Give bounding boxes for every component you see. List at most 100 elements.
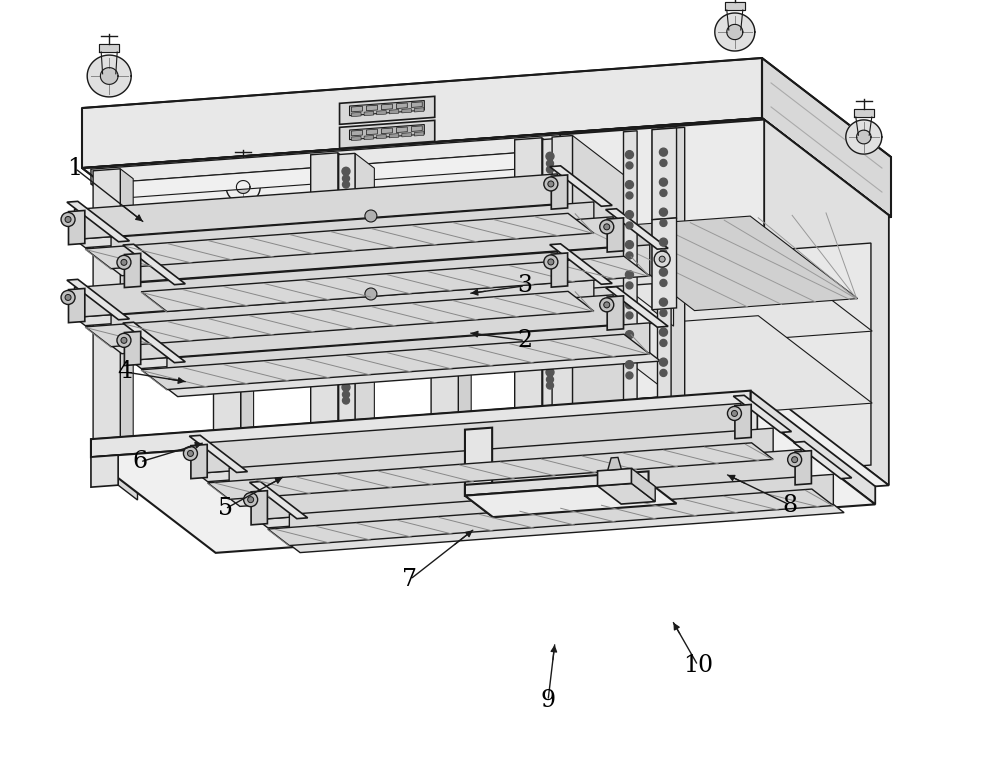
Circle shape (546, 166, 553, 173)
Polygon shape (74, 204, 568, 247)
Polygon shape (515, 408, 555, 420)
Polygon shape (208, 443, 773, 500)
Circle shape (342, 168, 350, 175)
Circle shape (546, 328, 553, 335)
Circle shape (546, 322, 553, 329)
Circle shape (626, 162, 633, 169)
Polygon shape (130, 247, 624, 290)
Polygon shape (111, 202, 594, 268)
Polygon shape (91, 409, 875, 553)
Circle shape (342, 208, 349, 215)
Polygon shape (733, 395, 791, 432)
Circle shape (544, 177, 558, 191)
Polygon shape (352, 106, 362, 112)
Polygon shape (289, 504, 844, 553)
Polygon shape (396, 103, 407, 109)
Text: 6: 6 (132, 450, 148, 474)
Polygon shape (857, 130, 871, 144)
Circle shape (546, 233, 554, 241)
Circle shape (659, 268, 667, 276)
Polygon shape (111, 232, 605, 276)
Polygon shape (550, 244, 612, 284)
Polygon shape (364, 111, 374, 116)
Polygon shape (74, 174, 557, 240)
Polygon shape (543, 139, 559, 410)
Circle shape (342, 289, 349, 296)
Circle shape (546, 220, 553, 227)
Polygon shape (311, 153, 338, 425)
Circle shape (625, 361, 633, 369)
Circle shape (342, 343, 349, 350)
Circle shape (342, 202, 349, 209)
Polygon shape (74, 282, 568, 326)
Circle shape (546, 376, 553, 383)
Polygon shape (402, 132, 411, 137)
Polygon shape (268, 489, 833, 546)
Circle shape (660, 250, 667, 257)
Polygon shape (652, 220, 674, 327)
Polygon shape (67, 201, 129, 242)
Circle shape (548, 181, 554, 187)
Circle shape (626, 312, 633, 319)
Polygon shape (662, 230, 675, 510)
Circle shape (248, 496, 254, 503)
Circle shape (342, 370, 349, 377)
Circle shape (546, 193, 553, 200)
Circle shape (660, 189, 667, 197)
Circle shape (546, 160, 553, 167)
Polygon shape (226, 171, 260, 203)
Circle shape (654, 251, 670, 267)
Circle shape (659, 148, 667, 156)
Circle shape (365, 210, 377, 222)
Polygon shape (214, 531, 254, 543)
Polygon shape (91, 391, 751, 457)
Polygon shape (635, 230, 662, 502)
Polygon shape (377, 135, 386, 139)
Polygon shape (251, 491, 267, 525)
Polygon shape (715, 13, 755, 51)
Polygon shape (431, 245, 458, 518)
Polygon shape (352, 130, 362, 135)
Polygon shape (606, 287, 668, 327)
Circle shape (342, 330, 350, 337)
Text: 4: 4 (117, 360, 133, 384)
Polygon shape (411, 102, 422, 107)
Polygon shape (68, 288, 85, 323)
Circle shape (342, 316, 349, 323)
Polygon shape (681, 243, 871, 479)
Polygon shape (572, 135, 633, 452)
Polygon shape (68, 211, 85, 244)
Polygon shape (124, 331, 141, 366)
Polygon shape (352, 136, 361, 141)
Circle shape (187, 450, 193, 456)
Polygon shape (130, 295, 613, 360)
Polygon shape (87, 55, 131, 97)
Polygon shape (229, 458, 784, 507)
Polygon shape (757, 408, 777, 453)
Polygon shape (339, 153, 355, 424)
Polygon shape (587, 216, 858, 311)
Polygon shape (289, 474, 833, 544)
Polygon shape (465, 493, 520, 517)
Circle shape (342, 229, 349, 236)
Polygon shape (414, 132, 424, 136)
Circle shape (546, 287, 554, 295)
Polygon shape (458, 245, 471, 525)
Polygon shape (141, 334, 650, 390)
Polygon shape (794, 442, 852, 478)
Polygon shape (377, 110, 386, 115)
Polygon shape (91, 257, 750, 319)
Circle shape (546, 214, 553, 221)
Circle shape (625, 211, 633, 218)
Polygon shape (652, 218, 677, 310)
Circle shape (727, 406, 741, 420)
Polygon shape (241, 262, 254, 541)
Circle shape (625, 330, 633, 338)
Polygon shape (338, 153, 351, 433)
Polygon shape (233, 160, 253, 168)
Polygon shape (550, 166, 612, 206)
Polygon shape (91, 455, 118, 487)
Circle shape (244, 493, 258, 507)
Circle shape (544, 255, 558, 269)
Circle shape (546, 314, 554, 323)
